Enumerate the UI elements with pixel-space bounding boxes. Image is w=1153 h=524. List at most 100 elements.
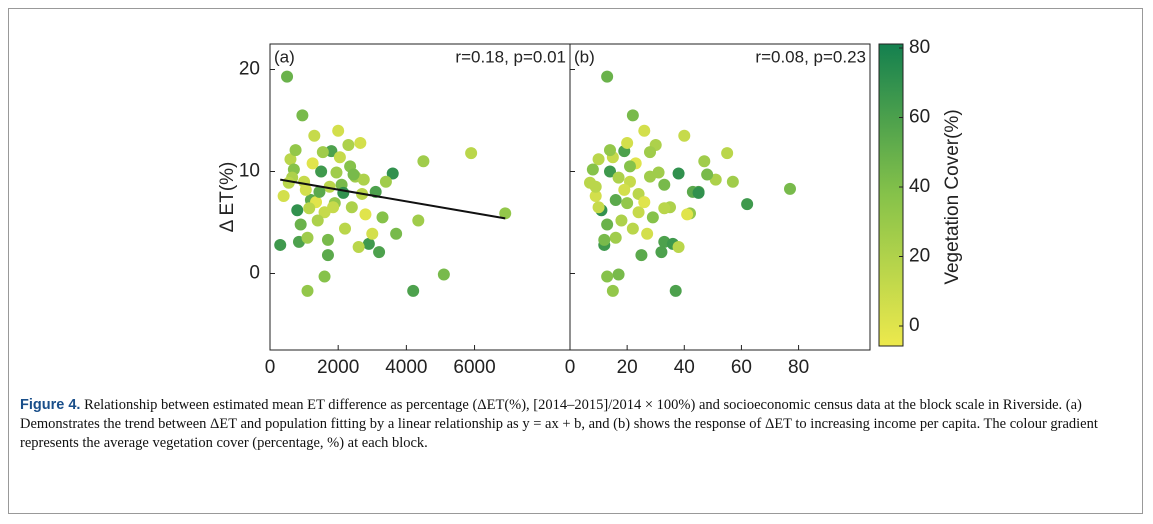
caption-label: Figure 4.: [20, 397, 81, 413]
y-tick-label: 0: [249, 263, 260, 284]
point: [303, 202, 316, 215]
point: [626, 222, 639, 235]
figure-frame: [8, 8, 1143, 514]
point: [373, 246, 386, 259]
point: [618, 183, 631, 196]
panel-label: (b): [574, 47, 595, 66]
point: [601, 70, 614, 83]
point: [701, 168, 714, 181]
point: [698, 155, 711, 168]
stats-annotation: r=0.08, p=0.23: [755, 47, 866, 66]
point: [347, 168, 360, 181]
point: [681, 208, 694, 221]
colorbar-tick-label: 0: [909, 315, 920, 336]
point: [626, 109, 639, 122]
point: [589, 189, 602, 202]
x-tick-label: 0: [265, 357, 276, 378]
point: [615, 214, 628, 227]
point: [641, 227, 654, 240]
point: [339, 222, 351, 235]
point: [726, 175, 739, 188]
point: [672, 167, 685, 180]
point: [652, 166, 665, 179]
point: [315, 165, 328, 178]
colorbar-tick-label: 20: [909, 246, 930, 267]
point: [655, 246, 668, 259]
point: [323, 180, 336, 193]
point: [417, 155, 430, 168]
point: [598, 233, 611, 246]
point: [294, 218, 307, 231]
trendline: [280, 178, 506, 220]
point: [624, 160, 636, 173]
point: [584, 176, 596, 189]
point: [342, 138, 355, 151]
point: [284, 153, 297, 166]
x-tick-label: 80: [788, 357, 809, 378]
point: [321, 249, 334, 262]
colorbar-tick-label: 80: [909, 37, 930, 58]
point: [586, 163, 599, 176]
point: [604, 144, 616, 157]
y-tick-label: 10: [239, 161, 260, 182]
panel-label: (a): [274, 47, 295, 66]
point: [784, 182, 796, 195]
point: [330, 166, 343, 179]
point: [499, 207, 512, 220]
point: [301, 284, 314, 297]
point: [308, 129, 321, 142]
point: [612, 171, 625, 184]
x-tick-label: 6000: [453, 357, 495, 378]
point: [407, 284, 420, 297]
point: [386, 167, 399, 180]
point: [592, 201, 605, 214]
point: [296, 109, 309, 122]
point: [621, 136, 634, 149]
point: [465, 147, 478, 160]
point: [412, 214, 425, 227]
point: [601, 218, 614, 231]
point: [277, 189, 290, 202]
chart: 020004000600001020PopulationΔ ET(%)(a)r=…: [217, 37, 963, 378]
point: [359, 208, 372, 221]
colorbar-label: Vegetation Cover(%): [942, 109, 963, 284]
point: [321, 233, 334, 246]
point: [311, 214, 324, 227]
x-tick-label: 20: [617, 357, 638, 378]
point: [632, 206, 645, 219]
point: [332, 124, 345, 137]
point: [621, 197, 634, 210]
point: [390, 227, 403, 240]
colorbar-tick-label: 60: [909, 107, 930, 128]
x-tick-label: 4000: [385, 357, 427, 378]
point: [609, 231, 622, 244]
point: [366, 227, 379, 240]
point: [352, 240, 365, 253]
point: [592, 153, 605, 166]
colorbar-tick-label: 40: [909, 176, 930, 197]
point: [638, 196, 651, 209]
point: [672, 240, 685, 253]
x-tick-label: 60: [731, 357, 752, 378]
point: [357, 173, 370, 186]
stats-annotation: r=0.18, p=0.01: [455, 47, 566, 66]
point: [678, 129, 691, 142]
point: [301, 231, 314, 244]
point: [609, 194, 622, 207]
point: [274, 238, 287, 251]
colorbar: [878, 43, 904, 347]
point: [313, 185, 326, 198]
point: [345, 201, 358, 214]
point: [379, 175, 392, 188]
point: [327, 201, 340, 214]
point: [316, 146, 329, 159]
point: [644, 146, 656, 159]
point: [612, 268, 625, 281]
x-tick-label: 40: [674, 357, 695, 378]
point: [299, 183, 312, 196]
point: [306, 157, 319, 170]
point: [376, 211, 389, 224]
point: [635, 249, 648, 262]
point: [281, 70, 294, 83]
point: [333, 151, 346, 164]
